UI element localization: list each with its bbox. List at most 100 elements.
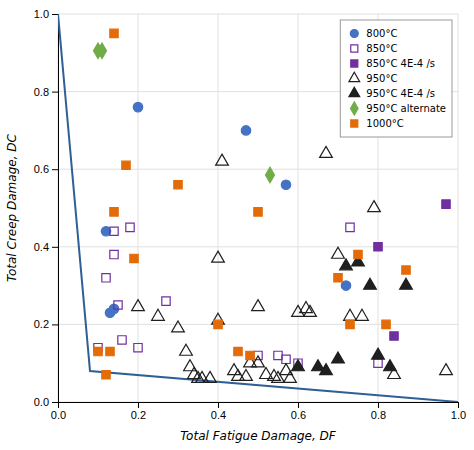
legend: 800°C850°C850°C 4E-4 /s950°C950°C 4E-4 /…: [340, 20, 452, 137]
point: [384, 360, 397, 371]
grid-line-y: [58, 169, 458, 170]
series: [132, 146, 453, 382]
point: [118, 336, 126, 344]
point: [106, 347, 114, 355]
marks: [58, 14, 458, 402]
point: [114, 301, 122, 309]
boundary-line: [58, 14, 458, 402]
tick: 0.6: [34, 163, 58, 175]
y-axis-title: Total Creep Damage, DC: [5, 133, 19, 281]
point: [204, 371, 217, 382]
tick: 1.0: [34, 8, 58, 20]
tick-mark: [52, 247, 58, 248]
point: [372, 348, 385, 359]
point: [292, 360, 305, 371]
legend-marker: [350, 30, 358, 38]
tick-mark: [298, 402, 299, 408]
grid: [58, 14, 458, 402]
legend-label: 950°C alternate: [366, 103, 446, 114]
point: [282, 355, 290, 363]
tick: 0.4: [211, 402, 226, 421]
legend-label: 1000°C: [366, 118, 403, 129]
point: [344, 309, 357, 320]
legend-marker: [351, 120, 358, 127]
point: [252, 300, 265, 311]
grid-line-y: [58, 14, 458, 15]
point: [266, 167, 275, 183]
point: [132, 300, 145, 311]
grid-line-y: [58, 324, 458, 325]
point: [98, 43, 107, 59]
x-axis: 0.00.20.40.60.81.0: [51, 402, 466, 421]
point: [260, 367, 273, 378]
legend-marker: [350, 102, 358, 115]
legend-marker: [349, 87, 360, 96]
y-axis: 0.00.20.40.60.81.0: [34, 8, 59, 408]
point: [340, 259, 353, 270]
point: [172, 321, 185, 332]
point: [364, 278, 377, 289]
tick-mark: [52, 14, 58, 15]
tick: 1.0: [451, 402, 466, 421]
tick-mark: [218, 402, 219, 408]
point: [332, 247, 345, 258]
tick-label: 0.2: [34, 318, 49, 330]
point: [346, 320, 354, 328]
point: [110, 29, 118, 37]
point: [346, 223, 354, 231]
axis-line: [59, 403, 459, 409]
plot: 0.00.20.40.60.81.00.00.20.40.60.81.0800°…: [34, 8, 466, 421]
tick-label: 0.4: [211, 409, 226, 421]
series: [94, 223, 382, 367]
tick-mark: [138, 402, 139, 408]
x-axis-title: Total Fatigue Damage, DF: [180, 429, 337, 443]
tick-mark: [52, 92, 58, 93]
point: [216, 154, 229, 165]
tick-mark: [52, 169, 58, 170]
point: [180, 344, 193, 355]
point: [390, 332, 398, 340]
point: [152, 309, 165, 320]
tick: 0.6: [291, 402, 306, 421]
tick: 0.2: [34, 318, 58, 330]
point: [212, 251, 225, 262]
point: [133, 102, 142, 111]
point: [320, 146, 333, 157]
point: [284, 371, 297, 382]
point: [102, 274, 110, 282]
point: [274, 351, 282, 359]
series: [374, 200, 450, 340]
tick-label: 0.6: [34, 163, 49, 175]
point: [374, 359, 382, 367]
legend-frame: [340, 20, 452, 137]
point: [94, 347, 102, 355]
point: [334, 274, 342, 282]
point: [374, 243, 382, 251]
point: [442, 200, 450, 208]
point: [102, 371, 110, 379]
tick-mark: [378, 402, 379, 408]
axis-line: [52, 15, 59, 403]
series: [101, 102, 350, 317]
point: [110, 250, 118, 258]
point: [402, 266, 410, 274]
tick: 0.2: [131, 402, 146, 421]
point: [126, 223, 134, 231]
point: [440, 364, 453, 375]
tick-label: 1.0: [34, 8, 49, 20]
grid-line-x: [218, 14, 219, 402]
legend-label: 950°C 4E-4 /s: [366, 88, 435, 99]
series: [292, 255, 413, 375]
point: [241, 126, 250, 135]
tick-label: 0.8: [371, 409, 386, 421]
point: [234, 347, 242, 355]
legend-label: 850°C: [366, 43, 397, 54]
legend-label: 850°C 4E-4 /s: [366, 58, 435, 69]
tick-label: 0.4: [34, 241, 49, 253]
tick-label: 0.2: [131, 409, 146, 421]
point: [130, 254, 138, 262]
point: [134, 343, 142, 351]
point: [382, 320, 390, 328]
point: [174, 181, 182, 189]
grid-line-y: [58, 246, 458, 247]
